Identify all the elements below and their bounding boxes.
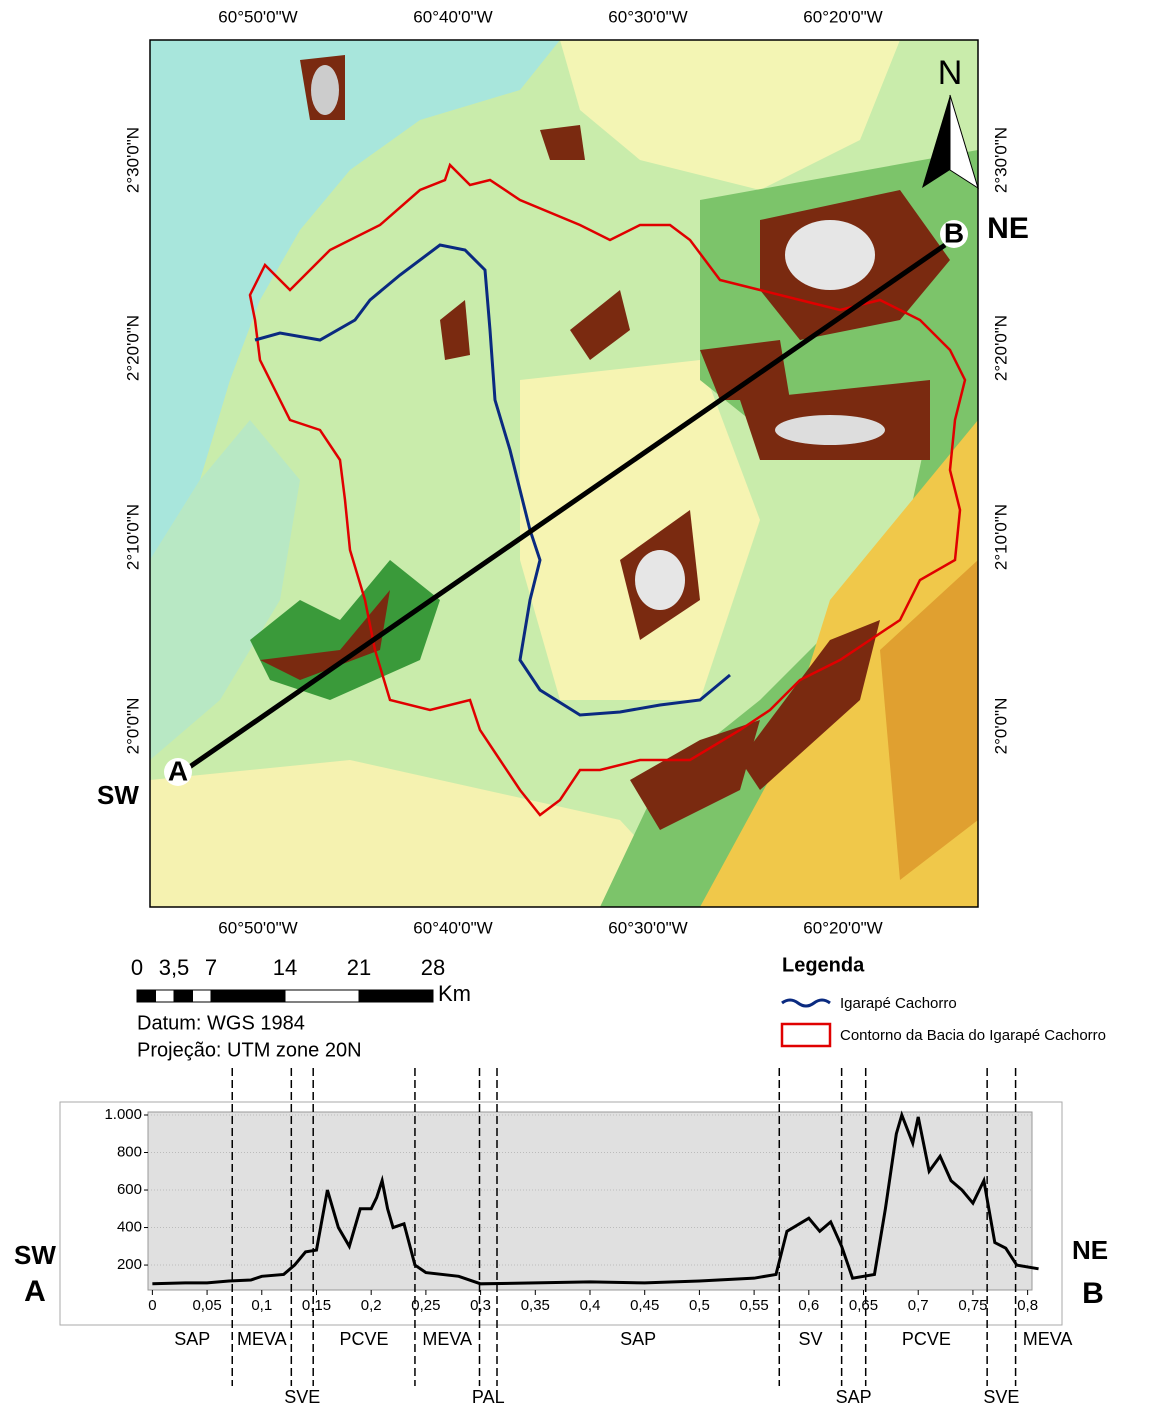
- dir-sw: SW: [97, 780, 139, 810]
- zone-label: MEVA: [1023, 1329, 1073, 1349]
- y-tick-label: 400: [117, 1219, 142, 1236]
- legend-item: Contorno da Bacia do Igarapé Cachorro: [840, 1027, 1106, 1044]
- x-tick-label: 0,05: [192, 1297, 221, 1314]
- scale-segment: [284, 989, 360, 1003]
- zone-label: MEVA: [237, 1329, 287, 1349]
- lat-label: 2°0'0"N: [123, 698, 142, 755]
- north-arrow: [922, 95, 950, 188]
- y-tick-label: 200: [117, 1256, 142, 1273]
- profile-line: [186, 242, 947, 771]
- scale-label: 3,5: [159, 955, 190, 980]
- scale-segment: [358, 989, 434, 1003]
- point-marker: [940, 220, 968, 248]
- lat-label: 2°10'0"N: [991, 504, 1010, 570]
- x-tick-label: 0,7: [908, 1297, 929, 1314]
- zone-label: SAP: [174, 1329, 210, 1349]
- zone-label: PCVE: [902, 1329, 951, 1349]
- map-frame: [149, 39, 979, 908]
- basin-outline: [248, 162, 967, 817]
- lon-label: 60°20'0"W: [803, 7, 882, 26]
- y-tick-label: 800: [117, 1143, 142, 1160]
- x-tick-label: 0: [148, 1297, 156, 1314]
- profile-a: A: [24, 1275, 46, 1308]
- north-label: N: [938, 54, 963, 92]
- point-b: B: [944, 217, 964, 248]
- x-tick-label: 0,55: [740, 1297, 769, 1314]
- zone-label: SVE: [983, 1387, 1019, 1407]
- lat-label: 2°30'0"N: [991, 127, 1010, 193]
- scale-segment: [192, 989, 212, 1003]
- scale-segment: [173, 989, 193, 1003]
- scale-segment: [210, 989, 286, 1003]
- profile-dir-ne: NE: [1072, 1235, 1108, 1265]
- x-tick-label: 0,35: [521, 1297, 550, 1314]
- projection: Projeção: UTM zone 20N: [137, 1039, 362, 1061]
- scale-label: 7: [205, 955, 217, 980]
- zone-label: SVE: [284, 1387, 320, 1407]
- legend-title: Legenda: [782, 954, 865, 976]
- plot-area: [147, 1111, 1033, 1291]
- dir-ne: NE: [987, 212, 1029, 245]
- x-tick-label: 0,1: [251, 1297, 272, 1314]
- x-tick-label: 0,25: [411, 1297, 440, 1314]
- lat-label: 2°0'0"N: [991, 698, 1010, 755]
- lon-label: 60°20'0"W: [803, 918, 882, 937]
- scale-unit: Km: [438, 981, 471, 1006]
- profile-b: B: [1082, 1277, 1104, 1310]
- x-tick-label: 0,15: [302, 1297, 331, 1314]
- x-tick-label: 0,65: [849, 1297, 878, 1314]
- zone-label: PCVE: [340, 1329, 389, 1349]
- lon-label: 60°50'0"W: [218, 918, 297, 937]
- x-tick-label: 0,5: [689, 1297, 710, 1314]
- north-arrow: [949, 94, 979, 190]
- point-marker: [164, 758, 192, 786]
- zone-label: PAL: [472, 1387, 505, 1407]
- datum: Datum: WGS 1984: [137, 1012, 305, 1034]
- scale-label: 14: [273, 955, 297, 980]
- zone-label: MEVA: [422, 1329, 472, 1349]
- point-a: A: [168, 755, 188, 786]
- legend-item: Igarapé Cachorro: [840, 995, 957, 1012]
- y-tick-label: 600: [117, 1181, 142, 1198]
- x-tick-label: 0,6: [798, 1297, 819, 1314]
- river: [254, 243, 731, 717]
- legend-basin: [780, 1022, 832, 1048]
- lon-label: 60°50'0"W: [218, 7, 297, 26]
- profile-line: [152, 1110, 1039, 1286]
- scale-label: 21: [347, 955, 371, 980]
- lon-label: 60°30'0"W: [608, 7, 687, 26]
- x-tick-label: 0,4: [580, 1297, 601, 1314]
- x-tick-label: 0,8: [1017, 1297, 1038, 1314]
- x-tick-label: 0,3: [470, 1297, 491, 1314]
- scale-segment: [155, 989, 175, 1003]
- profile-dir-sw: SW: [14, 1240, 56, 1270]
- scale-segment: [136, 989, 156, 1003]
- scale-label: 0: [131, 955, 143, 980]
- lon-label: 60°40'0"W: [413, 918, 492, 937]
- lat-label: 2°20'0"N: [991, 315, 1010, 381]
- elevation-map: [150, 40, 978, 907]
- y-tick-label: 1.000: [104, 1106, 142, 1123]
- legend-river: [781, 998, 831, 1008]
- lon-label: 60°40'0"W: [413, 7, 492, 26]
- x-tick-label: 0,45: [630, 1297, 659, 1314]
- x-tick-label: 0,75: [958, 1297, 987, 1314]
- x-tick-label: 0,2: [361, 1297, 382, 1314]
- zone-label: SAP: [620, 1329, 656, 1349]
- zone-label: SAP: [836, 1387, 872, 1407]
- profile-frame: [59, 1101, 1063, 1326]
- lon-label: 60°30'0"W: [608, 918, 687, 937]
- scale-label: 28: [421, 955, 445, 980]
- lat-label: 2°30'0"N: [123, 127, 142, 193]
- lat-label: 2°20'0"N: [123, 315, 142, 381]
- zone-label: SV: [798, 1329, 822, 1349]
- lat-label: 2°10'0"N: [123, 504, 142, 570]
